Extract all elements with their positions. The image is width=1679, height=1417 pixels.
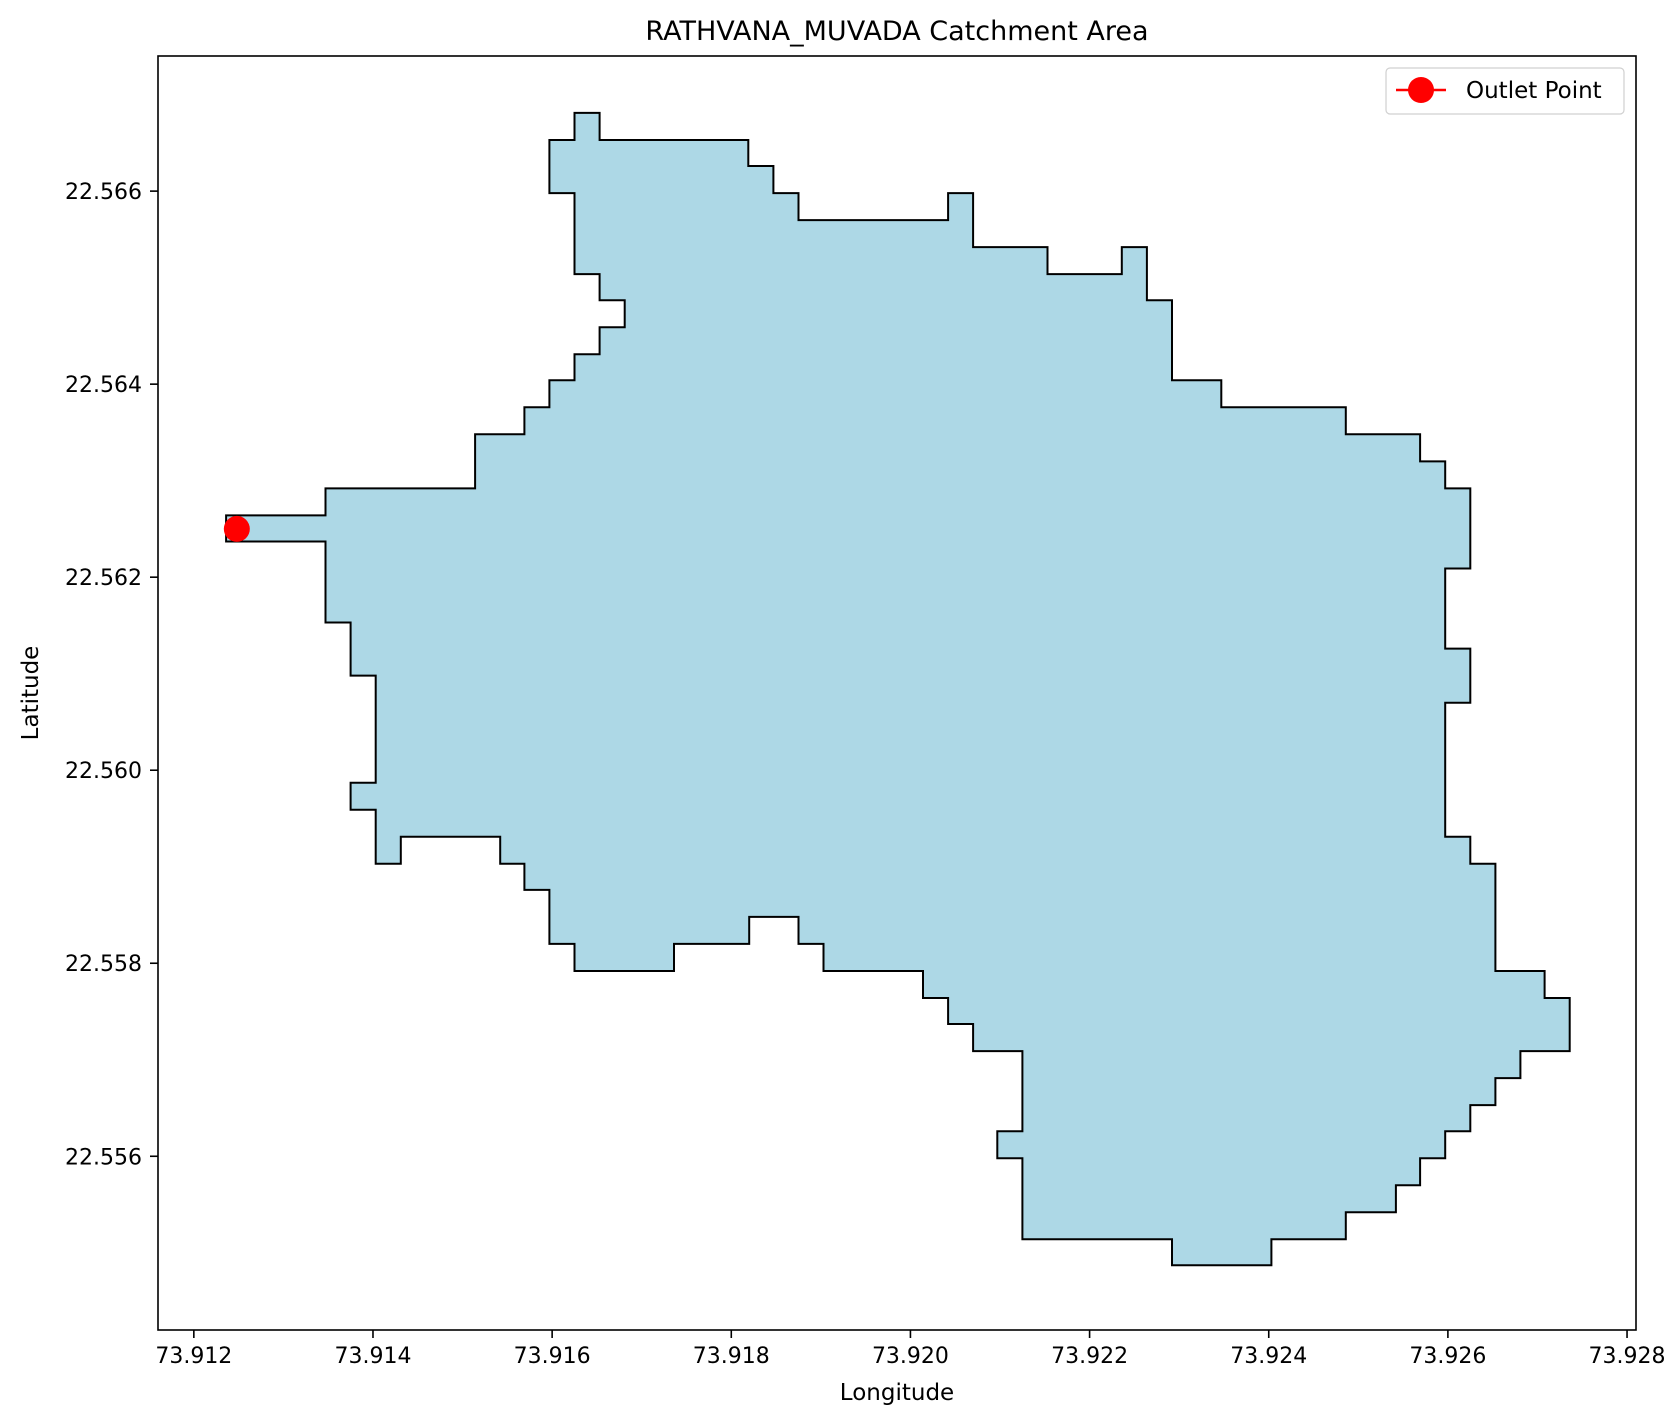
- y-tick-label: 22.562: [65, 566, 142, 591]
- x-tick-label: 73.920: [872, 1344, 949, 1369]
- y-tick-label: 22.566: [65, 180, 142, 205]
- x-tick-label: 73.918: [693, 1344, 770, 1369]
- x-tick-label: 73.926: [1409, 1344, 1486, 1369]
- y-tick-label: 22.560: [65, 759, 142, 784]
- x-tick-label: 73.924: [1230, 1344, 1307, 1369]
- y-axis-label: Latitude: [18, 646, 44, 741]
- plot-frame: [157, 55, 1637, 1331]
- outlet-layer: [223, 515, 250, 542]
- legend: Outlet Point: [1385, 67, 1625, 115]
- legend-marker: [1408, 77, 1434, 103]
- x-tick-label: 73.928: [1589, 1344, 1666, 1369]
- y-tick-label: 22.564: [65, 373, 142, 398]
- outlet-point-marker: [223, 515, 250, 542]
- x-tick-label: 73.922: [1051, 1344, 1128, 1369]
- catchment-layer: [225, 111, 1571, 1267]
- y-tick-label: 22.558: [65, 952, 142, 977]
- legend-box: [1385, 67, 1625, 115]
- x-tick-label: 73.914: [334, 1344, 411, 1369]
- x-tick-label: 73.916: [514, 1344, 591, 1369]
- map-title: RATHVANA_MUVADA Catchment Area: [645, 16, 1148, 47]
- y-axis: 22.556 22.558 22.560 22.562 22.564 22.566: [65, 180, 158, 1170]
- y-tick-label: 22.556: [65, 1145, 142, 1170]
- catchment-polygon: [225, 111, 1571, 1267]
- x-axis-label: Longitude: [840, 1380, 954, 1406]
- legend-label: Outlet Point: [1466, 78, 1602, 104]
- x-tick-label: 73.912: [155, 1344, 232, 1369]
- x-axis: 73.912 73.914 73.916 73.918 73.920 73.922 73.9…: [155, 1330, 1666, 1369]
